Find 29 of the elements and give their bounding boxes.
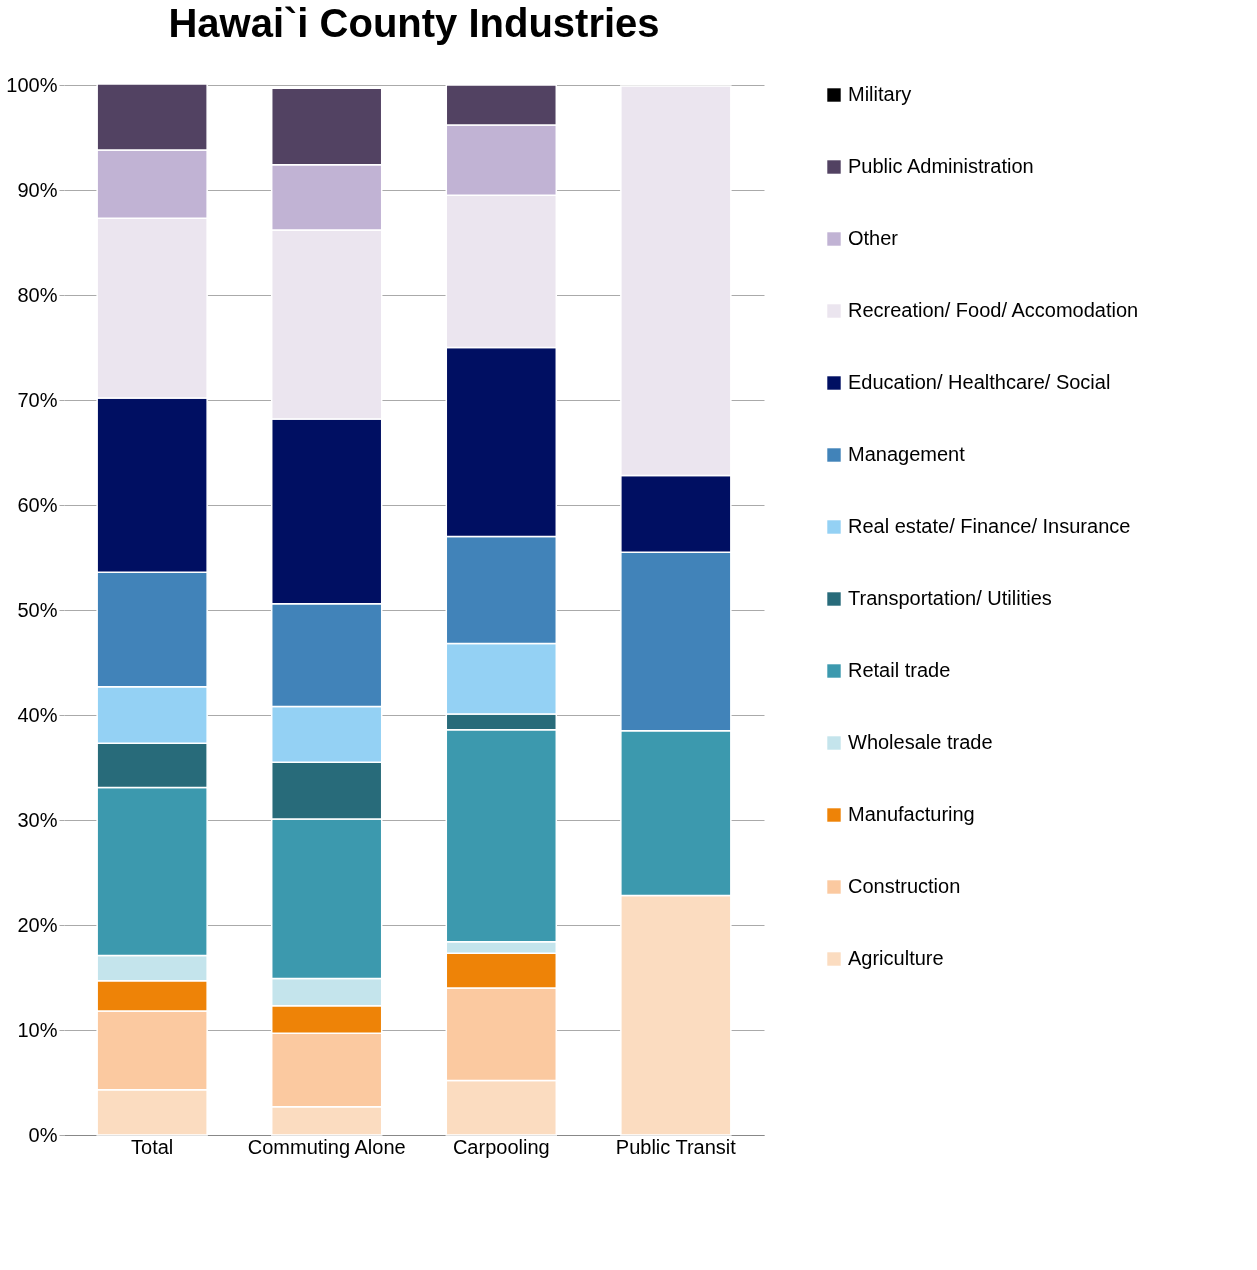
legend-label: Military bbox=[848, 83, 912, 105]
legend-label: Retail trade bbox=[848, 659, 951, 681]
x-tick-label: Commuting Alone bbox=[247, 1135, 406, 1158]
y-tick-label: 70% bbox=[17, 388, 58, 411]
legend-label: Recreation/ Food/ Accomodation bbox=[848, 299, 1139, 321]
legend-label: Transportation/ Utilities bbox=[848, 587, 1052, 609]
y-tick-label: 80% bbox=[17, 283, 58, 306]
y-tick-label: 50% bbox=[17, 598, 58, 621]
chart-title: Hawai`i County Industries bbox=[168, 1, 660, 45]
x-tick-label: Total bbox=[131, 1135, 174, 1158]
legend-label: Construction bbox=[848, 875, 961, 897]
x-tick-label: Public Transit bbox=[615, 1135, 737, 1158]
y-tick-label: 100% bbox=[6, 73, 58, 96]
legend-label: Agriculture bbox=[848, 947, 944, 969]
y-tick-label: 40% bbox=[17, 703, 58, 726]
y-tick-label: 30% bbox=[17, 808, 58, 831]
y-tick-label: 10% bbox=[17, 1018, 58, 1041]
y-tick-label: 20% bbox=[17, 913, 58, 936]
y-tick-label: 90% bbox=[17, 178, 58, 201]
legend-label: Public Administration bbox=[848, 155, 1034, 177]
y-tick-label: 0% bbox=[28, 1123, 58, 1146]
legend-label: Management bbox=[848, 443, 966, 465]
legend-label: Other bbox=[848, 227, 899, 249]
x-tick-label: Carpooling bbox=[452, 1135, 550, 1158]
legend-label: Education/ Healthcare/ Social bbox=[848, 371, 1111, 393]
y-tick-label: 60% bbox=[17, 493, 58, 516]
legend-label: Real estate/ Finance/ Insurance bbox=[848, 515, 1131, 537]
legend-label: Wholesale trade bbox=[848, 731, 993, 753]
legend-label: Manufacturing bbox=[848, 803, 975, 825]
